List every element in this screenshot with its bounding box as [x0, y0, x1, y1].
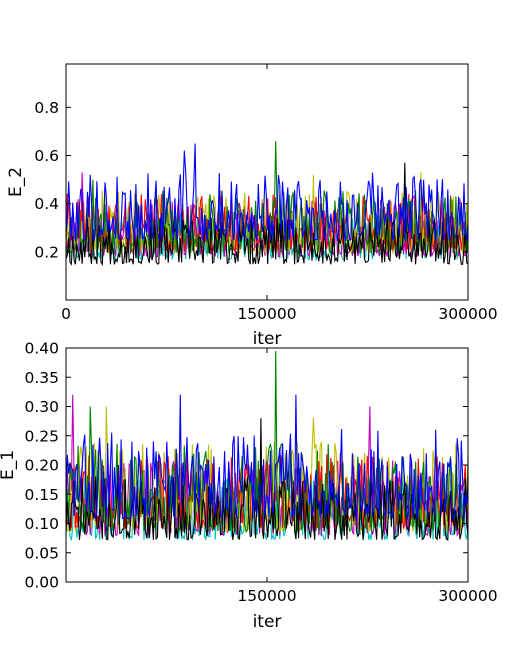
y-tick-label-e1: 0.25: [24, 427, 59, 445]
y-tick-label-e1: 0.40: [24, 340, 59, 358]
x-axis-label-e2: iter: [253, 329, 282, 349]
series-line-e1-6: [66, 394, 468, 521]
plot-area-e2: [66, 64, 468, 300]
series-line-e2-6: [66, 143, 468, 243]
series-group-e2: [66, 141, 468, 267]
x-tick-label-e2: 300000: [438, 305, 497, 323]
series-line-e2-5: [66, 162, 468, 267]
y-tick-label-e2: 0.6: [34, 147, 59, 165]
y-tick-label-e1: 0.30: [24, 398, 59, 416]
y-axis-label-e2: E_2: [6, 167, 26, 197]
y-tick-label-e2: 0.8: [34, 99, 59, 117]
chart-e2: 0 150000 300000 0.2 0.4 0.6 0.8 iter E_2: [6, 63, 498, 349]
x-tick-label-e1: 300000: [438, 587, 497, 605]
y-axis-label-e1: E_1: [0, 450, 18, 480]
y-tick-label-e1: 0.15: [24, 486, 59, 504]
y-tick-label-e1: 0.35: [24, 369, 59, 387]
y-tick-label-e1: 0.20: [24, 457, 59, 475]
x-tick-label-e2: 150000: [237, 305, 296, 323]
y-tick-label-e2: 0.4: [34, 195, 59, 213]
x-tick-label-e1: 150000: [237, 587, 296, 605]
y-tick-label-e1: 0.00: [24, 574, 59, 592]
x-axis-label-e1: iter: [253, 612, 282, 632]
y-tick-label-e2: 0.2: [34, 243, 59, 261]
ticks-e2: 0 150000 300000 0.2 0.4 0.6 0.8: [34, 64, 498, 323]
chart-e1: 150000 300000 0.00 0.05 0.10 0.15 0.20 0.25 0.30…: [0, 340, 498, 633]
y-tick-label-e1: 0.10: [24, 515, 59, 533]
y-tick-label-e1: 0.05: [24, 544, 59, 562]
ticks-e1: 150000 300000 0.00 0.05 0.10 0.15 0.20 0.25 0.30…: [24, 340, 497, 606]
series-group-e1: [66, 350, 468, 542]
x-tick-label-e2: 0: [61, 305, 71, 323]
